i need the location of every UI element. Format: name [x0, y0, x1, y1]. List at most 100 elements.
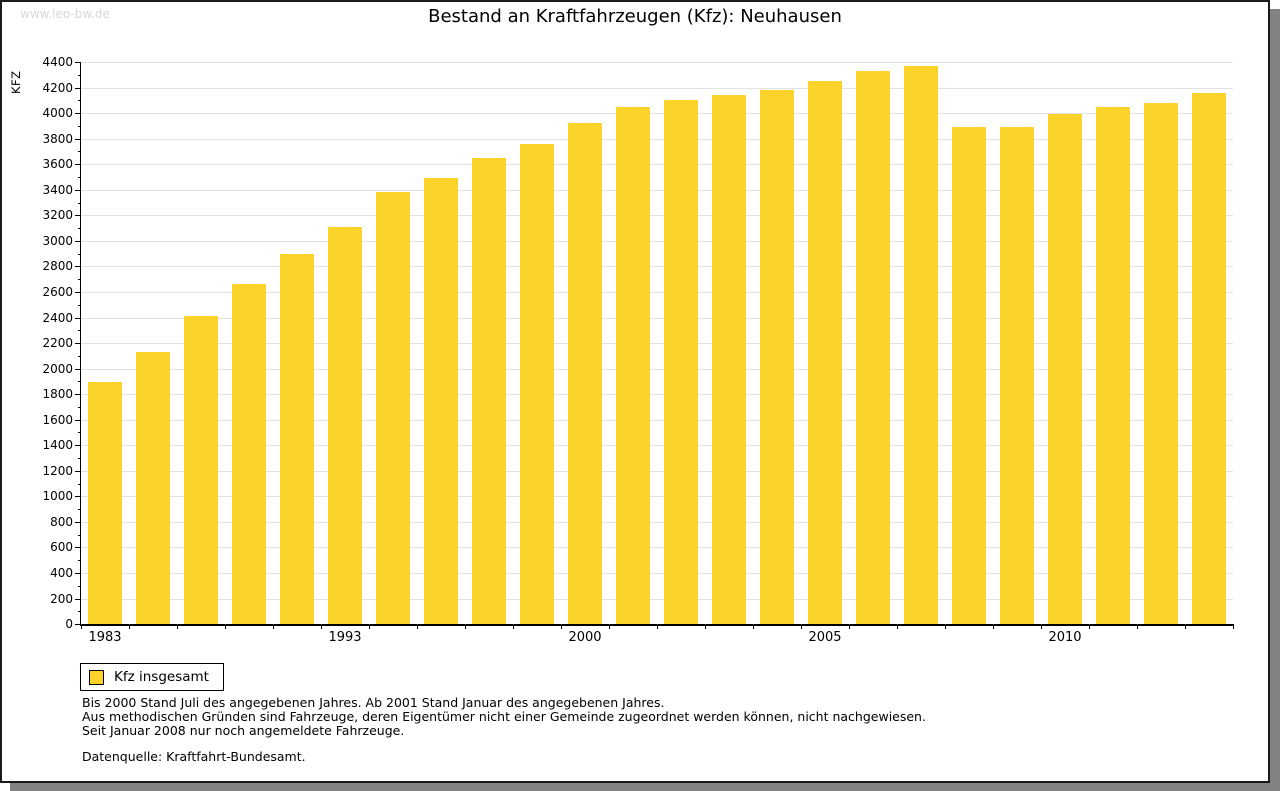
bar	[808, 81, 842, 624]
bar	[712, 95, 746, 624]
x-tick	[1185, 624, 1186, 629]
footnotes: Bis 2000 Stand Juli des angegebenen Jahr…	[82, 696, 926, 738]
bar	[136, 352, 170, 624]
bar	[856, 70, 890, 624]
x-tick	[273, 624, 274, 629]
y-major-tick	[75, 624, 81, 625]
y-tick-label: 2200	[42, 336, 73, 350]
y-tick-label: 1800	[42, 387, 73, 402]
y-major-tick	[75, 240, 81, 242]
legend-box: Kfz insgesamt	[80, 663, 224, 691]
gridline	[81, 445, 1233, 447]
gridline	[81, 394, 1233, 396]
bar	[424, 177, 458, 624]
bar	[280, 254, 314, 624]
y-major-tick	[75, 317, 81, 319]
gridline	[81, 368, 1233, 370]
y-tick-label: 200	[50, 591, 73, 606]
x-tick	[753, 624, 754, 629]
x-tick	[705, 624, 706, 629]
y-minor-tick	[78, 355, 81, 357]
y-minor-tick	[78, 330, 81, 332]
y-major-tick	[75, 521, 81, 523]
y-minor-tick	[78, 228, 81, 229]
y-minor-tick	[78, 100, 81, 102]
x-tick	[1089, 624, 1090, 629]
bar	[568, 122, 602, 624]
y-minor-tick	[78, 534, 81, 536]
legend-label: Kfz insgesamt	[114, 669, 209, 685]
y-tick-label: 2600	[42, 284, 73, 299]
x-tick	[81, 624, 82, 629]
bar	[1000, 127, 1034, 624]
y-tick-label: 2400	[42, 310, 73, 325]
y-tick-label: 800	[50, 514, 73, 529]
y-minor-tick	[78, 560, 81, 562]
y-tick-label: 0	[65, 617, 73, 631]
watermark: www.leo-bw.de	[20, 7, 110, 21]
footnote-line-2: Aus methodischen Gründen sind Fahrzeuge,…	[82, 709, 926, 724]
bar	[520, 143, 554, 624]
y-major-tick	[75, 394, 81, 396]
y-major-tick	[75, 215, 81, 217]
y-minor-tick	[78, 202, 81, 204]
bar	[760, 90, 794, 624]
x-tick	[897, 624, 898, 629]
x-tick	[561, 624, 562, 629]
x-tick	[465, 624, 466, 629]
bar	[376, 192, 410, 624]
bar	[1144, 102, 1178, 624]
gridline	[81, 62, 1233, 63]
y-major-tick	[75, 343, 81, 344]
bar	[472, 157, 506, 624]
y-minor-tick	[78, 432, 81, 434]
bar	[1192, 93, 1226, 624]
y-major-tick	[75, 572, 81, 574]
gridline	[81, 164, 1233, 166]
x-tick	[1233, 624, 1234, 629]
y-minor-tick	[78, 406, 81, 408]
y-major-tick	[75, 368, 81, 370]
bar	[1096, 107, 1130, 624]
y-minor-tick	[78, 585, 81, 587]
y-tick-label: 1200	[42, 463, 73, 478]
y-minor-tick	[78, 151, 81, 153]
x-tick	[993, 624, 994, 629]
y-major-tick	[75, 598, 81, 600]
y-tick-label: 3400	[42, 182, 73, 197]
x-tick	[369, 624, 370, 629]
x-tick	[1041, 624, 1042, 629]
bar	[904, 65, 938, 624]
gridline	[81, 87, 1233, 89]
y-minor-tick	[78, 304, 81, 306]
gridline	[81, 343, 1233, 344]
x-tick-label: 1983	[88, 630, 122, 645]
y-tick-label: 3000	[42, 233, 73, 248]
y-minor-tick	[78, 509, 81, 510]
gridline	[81, 521, 1233, 523]
y-minor-tick	[78, 483, 81, 485]
gridline	[81, 215, 1233, 217]
gridline	[81, 266, 1233, 268]
x-tick	[321, 624, 322, 629]
legend-swatch	[89, 669, 104, 685]
bar	[1048, 114, 1082, 624]
gridline	[81, 113, 1233, 115]
y-tick-label: 600	[50, 540, 73, 555]
x-tick	[945, 624, 946, 629]
gridline	[81, 496, 1233, 498]
y-major-tick	[75, 138, 81, 140]
gridline	[81, 138, 1233, 140]
bar	[616, 107, 650, 624]
y-major-tick	[75, 189, 81, 191]
y-major-tick	[75, 445, 81, 447]
y-major-tick	[75, 291, 81, 293]
x-tick	[801, 624, 802, 629]
chart-title: Bestand an Kraftfahrzeugen (Kfz): Neuhau…	[428, 6, 842, 27]
y-major-tick	[75, 164, 81, 166]
y-major-tick	[75, 547, 81, 549]
y-minor-tick	[78, 253, 81, 255]
bar	[184, 316, 218, 624]
bar	[328, 227, 362, 624]
